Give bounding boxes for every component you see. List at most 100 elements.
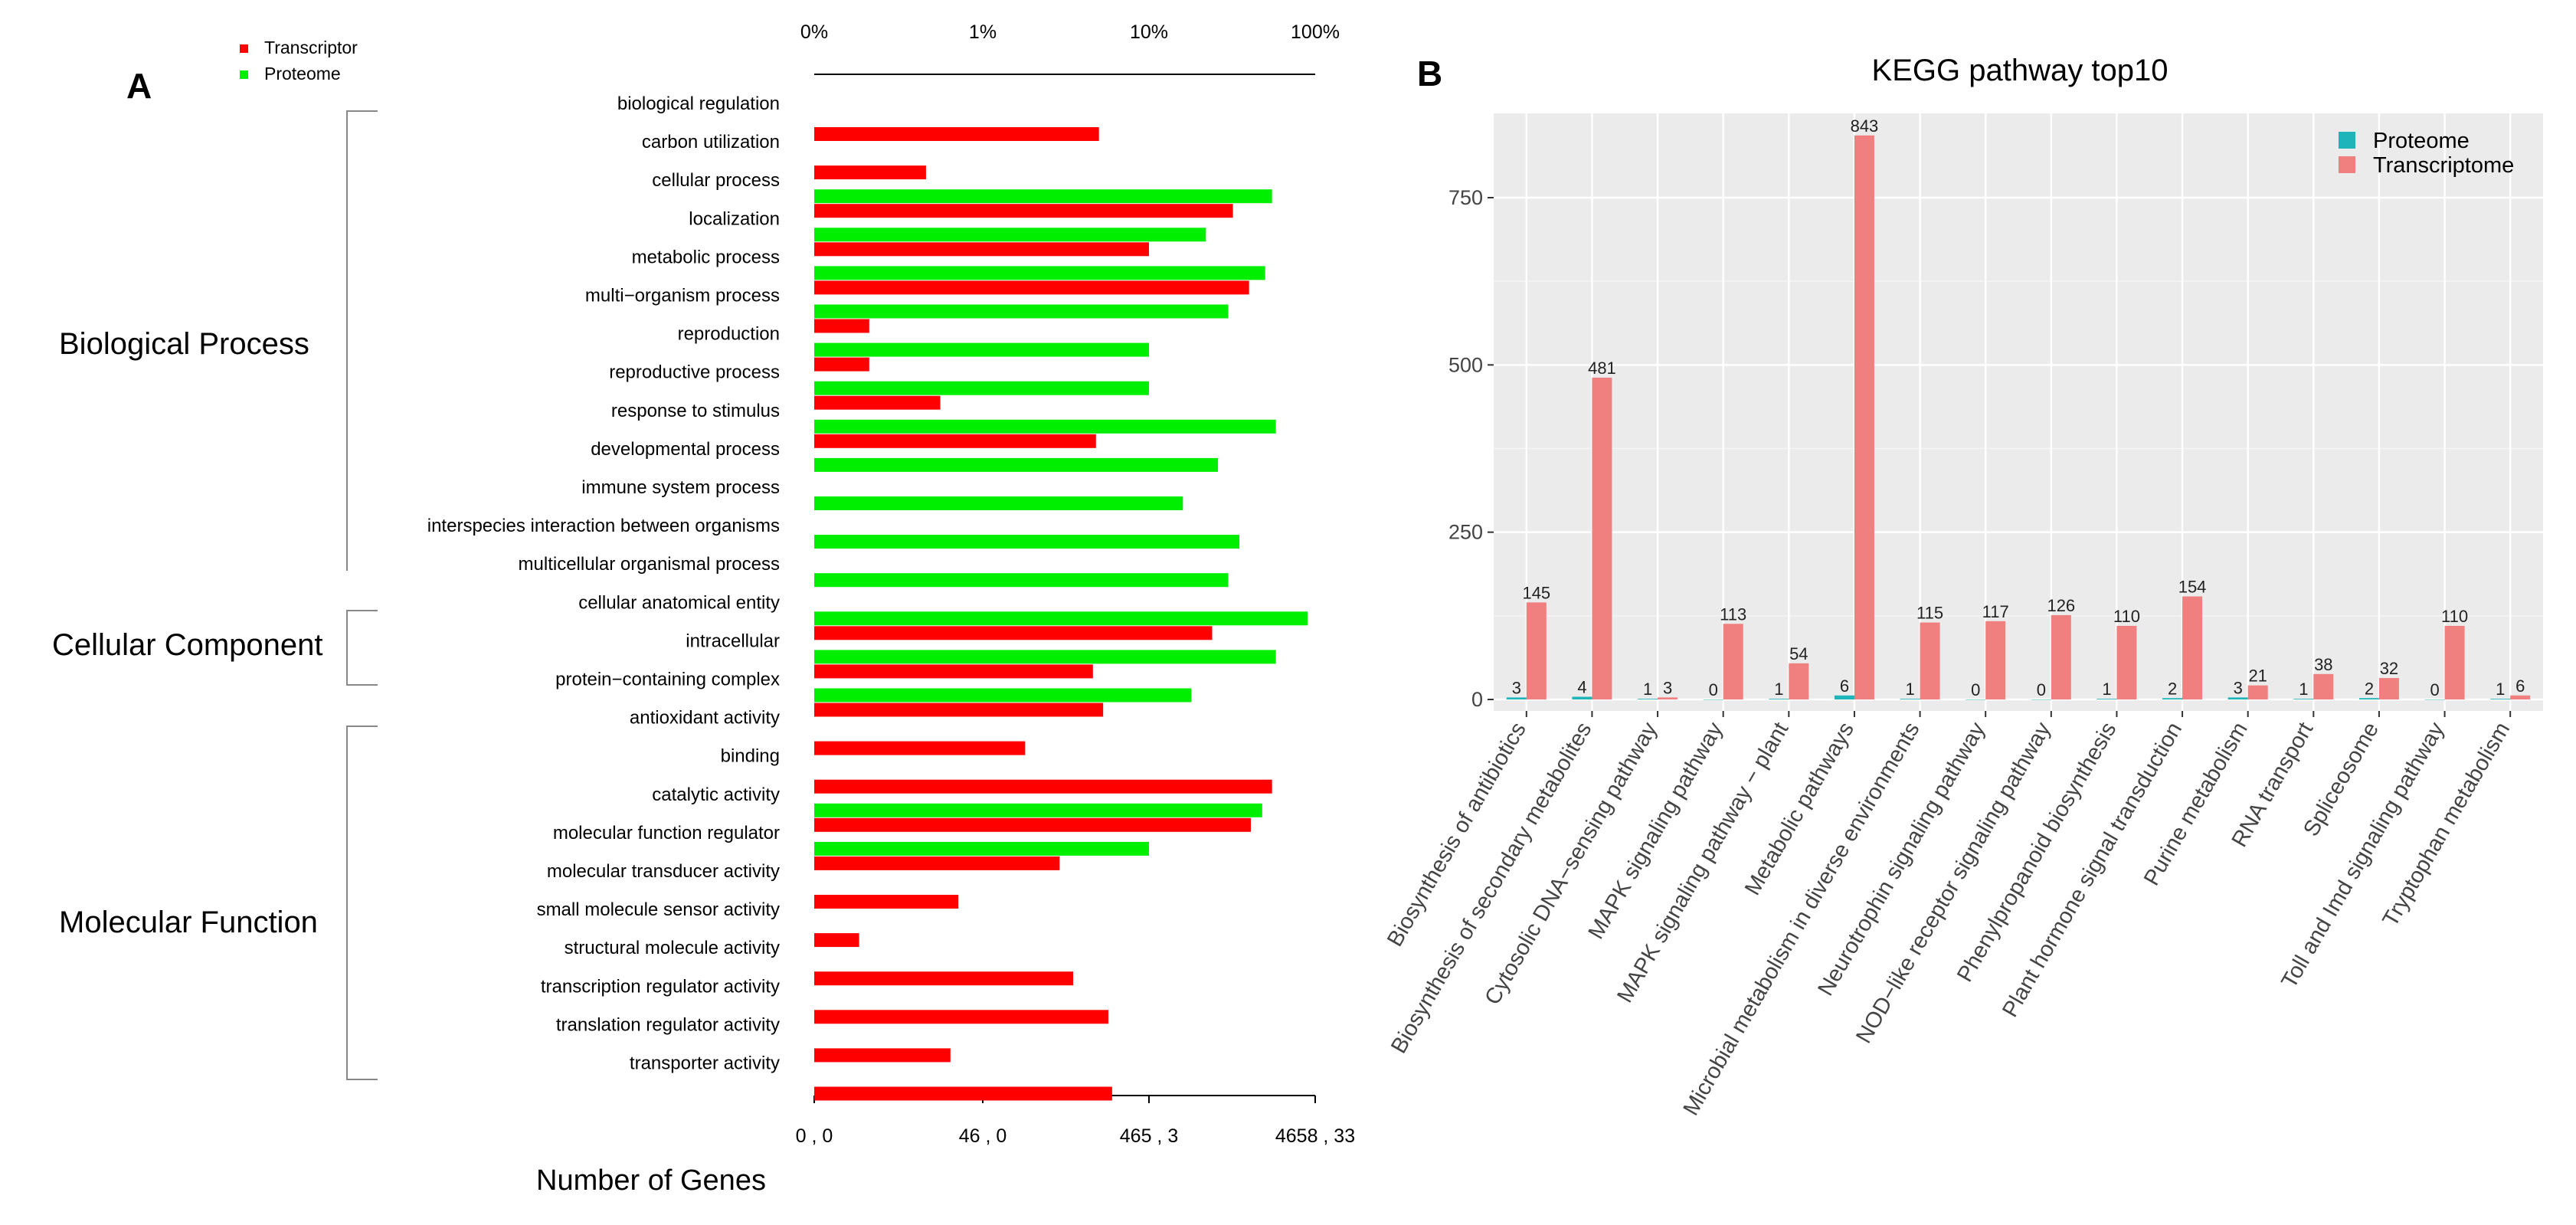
- bar-proteome: [2227, 697, 2248, 699]
- legend-label-proteome: Proteome: [2373, 129, 2470, 153]
- bar-transcriptome: [814, 1048, 951, 1063]
- bar-transcriptome: [814, 1086, 1112, 1101]
- bar-proteome: [814, 841, 1149, 856]
- y-tick-label: 250: [1448, 521, 1483, 544]
- category-label: antioxidant activity: [630, 708, 780, 729]
- bar-proteome: [1703, 699, 1723, 700]
- bar-transcriptome: [2182, 596, 2203, 699]
- bar-proteome: [1572, 696, 1592, 699]
- category-label: transporter activity: [630, 1053, 780, 1074]
- x-tick-labels: Biosynthesis of antibioticsBiosynthesis …: [1383, 711, 2515, 1120]
- legend-swatch-transcriptome: [2339, 156, 2355, 173]
- bar-transcriptome: [2313, 673, 2334, 699]
- bar-transcriptome: [814, 856, 1060, 870]
- data-label-proteome: 2: [2168, 679, 2177, 698]
- bar-transcriptome: [814, 434, 1096, 448]
- category-label: interspecies interaction between organis…: [427, 516, 780, 536]
- bar-proteome: [2358, 698, 2379, 699]
- category-labels: biological regulation carbon utilization c…: [427, 93, 780, 1074]
- bar-proteome: [814, 381, 1149, 395]
- category-label: reproduction: [678, 324, 780, 345]
- legend-label-proteome: Proteome: [264, 64, 341, 84]
- chart-title: KEGG pathway top10: [1872, 54, 2168, 87]
- bar-proteome: [814, 419, 1276, 434]
- data-label-proteome: 1: [2102, 680, 2111, 699]
- category-label: localization: [689, 208, 780, 229]
- data-label-transcriptome: 145: [1522, 583, 1550, 602]
- category-label: structural molecule activity: [565, 938, 780, 958]
- bar-transcriptome: [2444, 625, 2465, 699]
- data-label-proteome: 1: [2496, 680, 2505, 699]
- x-tick-label: Microbial metabolism in diverse environm…: [1679, 719, 1925, 1120]
- data-label-proteome: 0: [2430, 680, 2439, 699]
- category-label: carbon utilization: [642, 132, 780, 152]
- bar-transcriptome: [1723, 624, 1743, 699]
- category-label: protein−containing complex: [555, 670, 780, 690]
- legend-label-transcriptor: Transcriptor: [264, 38, 358, 57]
- bar-transcriptome: [814, 165, 926, 180]
- bar-proteome: [814, 803, 1262, 817]
- bar-transcriptome: [2051, 614, 2071, 699]
- bar-transcriptome: [2510, 695, 2531, 699]
- legend-swatch-proteome: [240, 70, 248, 79]
- data-label-proteome: 1: [2299, 680, 2308, 699]
- data-label-transcriptome: 6: [2515, 676, 2525, 696]
- data-label-transcriptome: 3: [1663, 678, 1672, 697]
- data-label-transcriptome: 21: [2248, 667, 2267, 686]
- bracket-biological-process: [346, 110, 378, 571]
- data-label-transcriptome: 843: [1851, 116, 1879, 136]
- bar-proteome: [814, 650, 1276, 664]
- category-label: metabolic process: [632, 247, 780, 267]
- group-label-molecular-function: Molecular Function: [59, 906, 318, 939]
- data-label-proteome: 2: [2365, 679, 2374, 698]
- category-label: catalytic activity: [652, 784, 780, 805]
- panel-a-label: A: [126, 66, 152, 106]
- x-tick-label: MAPK signaling pathway: [1584, 718, 1728, 943]
- data-label-proteome: 3: [1512, 678, 1521, 697]
- top-tick-label: 0%: [800, 21, 828, 43]
- data-label-transcriptome: 54: [1789, 644, 1808, 663]
- data-label-proteome: 1: [1774, 680, 1783, 699]
- legend-swatch-proteome: [2339, 132, 2355, 149]
- bar-proteome: [814, 535, 1240, 549]
- bar-proteome: [814, 228, 1206, 242]
- bar-transcriptome: [1526, 602, 1547, 699]
- bar-transcriptome: [814, 1010, 1109, 1024]
- panel-b-label: B: [1417, 54, 1442, 93]
- category-label: developmental process: [591, 439, 780, 460]
- bar-proteome: [814, 573, 1229, 588]
- bar-proteome: [814, 266, 1265, 280]
- data-label-transcriptome: 115: [1916, 604, 1943, 623]
- data-label-transcriptome: 126: [2047, 596, 2075, 615]
- bar-proteome: [814, 342, 1149, 357]
- bar-transcriptome: [1985, 621, 2006, 699]
- data-label-transcriptome: 113: [1720, 604, 1746, 624]
- panel-a: A Transcriptor Proteome 0% 1% 10% 100% 0…: [52, 21, 1355, 1197]
- category-label: small molecule sensor activity: [537, 899, 780, 920]
- category-label: cellular anatomical entity: [578, 592, 780, 613]
- bar-transcriptome: [814, 933, 859, 948]
- plot-panel-background: [1494, 113, 2543, 711]
- bar-transcriptome: [814, 703, 1104, 717]
- bar-transcriptome: [1854, 135, 1874, 699]
- category-label: cellular process: [652, 170, 780, 191]
- data-label-proteome: 0: [1709, 680, 1718, 699]
- bracket-molecular-function: [346, 726, 378, 1080]
- data-label-transcriptome: 117: [1982, 602, 2009, 621]
- category-label: reproductive process: [609, 362, 780, 383]
- x-tick-label: Tryptophan metabolism: [2378, 719, 2515, 931]
- bar-transcriptome: [814, 127, 1099, 141]
- y-tick-label: 750: [1448, 186, 1483, 209]
- bar-transcriptome: [814, 741, 1026, 755]
- top-axis: 0% 1% 10% 100%: [800, 21, 1340, 75]
- bar-transcriptome: [2116, 625, 2137, 699]
- data-label-transcriptome: 110: [2113, 607, 2140, 626]
- category-label: intracellular: [686, 631, 780, 651]
- bar-transcriptome: [814, 895, 959, 909]
- top-tick-label: 10%: [1130, 21, 1168, 43]
- bar-proteome: [814, 189, 1272, 204]
- group-brackets: [346, 110, 378, 1080]
- top-tick-label: 1%: [969, 21, 997, 43]
